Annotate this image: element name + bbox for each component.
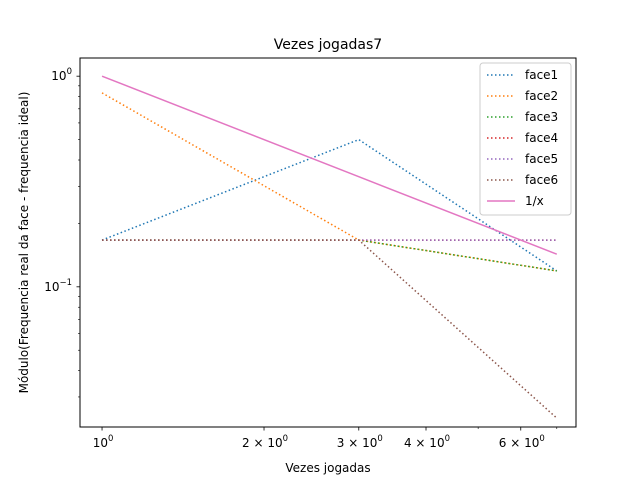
series-line-1-x (101, 75, 558, 255)
x-tick-label: 3 × 100 (337, 434, 383, 450)
x-tick-label: 4 × 100 (404, 434, 450, 450)
x-axis-label: Vezes jogadas (285, 461, 370, 475)
legend-box (479, 62, 572, 216)
legend-label: 1/x (525, 194, 544, 208)
legend-label: face6 (525, 173, 558, 187)
x-tick-label: 100 (93, 434, 114, 450)
legend-label: face2 (525, 89, 558, 103)
axes-frame (79, 57, 577, 428)
y-tick-label: 10−1 (44, 278, 72, 294)
legend-label: face3 (525, 110, 558, 124)
legend-label: face1 (525, 68, 558, 82)
chart-title: Vezes jogadas7 (274, 37, 382, 53)
legend-label: face4 (525, 131, 558, 145)
plot-area (101, 75, 558, 419)
legend-label: face5 (525, 152, 558, 166)
x-tick-label: 6 × 100 (499, 434, 545, 450)
y-tick-label: 100 (51, 67, 72, 83)
legend: face1 face2 face3 face4 face5 face6 1/x (479, 62, 572, 216)
axis-ticks: 100 2 × 100 3 × 100 4 × 100 6 × 100 100 10−1 (44, 67, 558, 450)
series-line-face6 (102, 239, 558, 419)
x-tick-label: 2 × 100 (242, 434, 288, 450)
y-axis-label: Módulo(Frequencia real da face - frequen… (17, 92, 31, 394)
